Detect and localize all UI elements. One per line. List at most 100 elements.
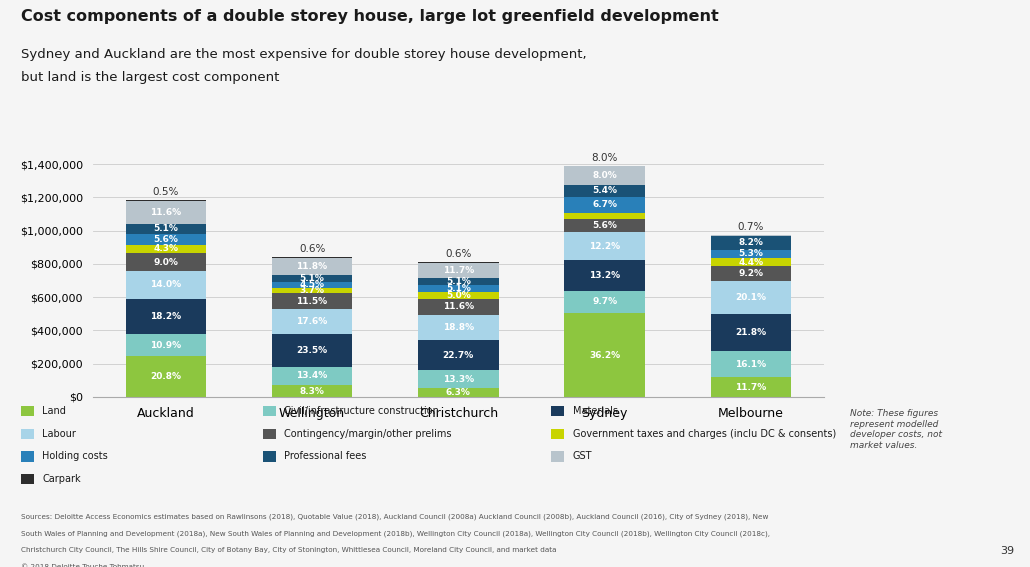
Bar: [564, 219, 645, 232]
Text: 13.3%: 13.3%: [443, 375, 474, 384]
Text: 36.2%: 36.2%: [589, 350, 620, 359]
Text: 14.0%: 14.0%: [150, 280, 181, 289]
Bar: [272, 274, 352, 282]
Text: 0.7%: 0.7%: [737, 222, 764, 232]
Text: 5.1%: 5.1%: [300, 274, 324, 282]
Text: 4.5%: 4.5%: [300, 280, 324, 289]
Text: 8.0%: 8.0%: [592, 171, 617, 180]
Text: 8.2%: 8.2%: [739, 238, 763, 247]
Text: 6.7%: 6.7%: [592, 200, 617, 209]
Text: 4.4%: 4.4%: [739, 257, 763, 266]
Bar: [418, 285, 499, 292]
Text: 21.8%: 21.8%: [735, 328, 766, 337]
Bar: [126, 271, 206, 299]
Text: 9.7%: 9.7%: [592, 298, 617, 307]
Text: 20.8%: 20.8%: [150, 372, 181, 381]
Text: 9.2%: 9.2%: [739, 269, 763, 278]
Text: 10.9%: 10.9%: [150, 341, 181, 350]
Bar: [126, 234, 206, 245]
Text: 4.3%: 4.3%: [153, 244, 178, 253]
Bar: [272, 293, 352, 309]
Text: 12.2%: 12.2%: [589, 242, 620, 251]
Bar: [126, 201, 206, 223]
Bar: [272, 258, 352, 274]
Text: 11.6%: 11.6%: [150, 208, 181, 217]
Bar: [711, 281, 791, 315]
Text: Labour: Labour: [42, 429, 76, 439]
Text: Note: These figures
represent modelled
developer costs, not
market values.: Note: These figures represent modelled d…: [850, 409, 941, 450]
Text: Contingency/margin/other prelims: Contingency/margin/other prelims: [284, 429, 452, 439]
Text: Holding costs: Holding costs: [42, 451, 108, 462]
Bar: [272, 282, 352, 288]
Text: 0.5%: 0.5%: [152, 187, 179, 197]
Text: 5.6%: 5.6%: [153, 235, 178, 244]
Text: Carpark: Carpark: [42, 474, 80, 484]
Text: 11.7%: 11.7%: [735, 383, 766, 392]
Text: Land: Land: [42, 406, 66, 416]
Text: Professional fees: Professional fees: [284, 451, 367, 462]
Text: 23.5%: 23.5%: [297, 346, 328, 355]
Text: South Wales of Planning and Development (2018a), New South Wales of Planning and: South Wales of Planning and Development …: [21, 530, 769, 536]
Bar: [418, 262, 499, 263]
Bar: [564, 197, 645, 213]
Text: 5.1%: 5.1%: [446, 277, 471, 286]
Bar: [126, 223, 206, 234]
Text: 5.6%: 5.6%: [592, 221, 617, 230]
Text: 13.2%: 13.2%: [589, 271, 620, 280]
Text: 11.5%: 11.5%: [297, 297, 328, 306]
Text: 9.0%: 9.0%: [153, 257, 178, 266]
Text: 8.3%: 8.3%: [300, 387, 324, 396]
Text: 17.6%: 17.6%: [297, 317, 328, 326]
Text: Government taxes and charges (inclu DC & consents): Government taxes and charges (inclu DC &…: [573, 429, 836, 439]
Text: 0.6%: 0.6%: [299, 244, 325, 254]
Bar: [564, 291, 645, 313]
Bar: [711, 378, 791, 397]
Text: 5.1%: 5.1%: [446, 284, 471, 293]
Text: but land is the largest cost component: but land is the largest cost component: [21, 71, 279, 84]
Bar: [711, 350, 791, 378]
Bar: [418, 388, 499, 397]
Bar: [711, 249, 791, 259]
Bar: [418, 292, 499, 299]
Text: Sources: Deloitte Access Economics estimates based on Rawlinsons (2018), Quotabl: Sources: Deloitte Access Economics estim…: [21, 513, 768, 519]
Bar: [418, 315, 499, 340]
Text: © 2018 Deloitte Touche Tohmatsu: © 2018 Deloitte Touche Tohmatsu: [21, 564, 144, 567]
Text: Cost components of a double storey house, large lot greenfield development: Cost components of a double storey house…: [21, 9, 718, 23]
Bar: [564, 232, 645, 260]
Bar: [564, 213, 645, 219]
Text: 5.0%: 5.0%: [446, 291, 471, 300]
Bar: [418, 340, 499, 370]
Text: GST: GST: [573, 451, 592, 462]
Text: 39: 39: [1000, 545, 1015, 556]
Bar: [126, 299, 206, 335]
Bar: [126, 253, 206, 271]
Bar: [272, 257, 352, 258]
Text: 20.1%: 20.1%: [735, 293, 766, 302]
Text: 5.1%: 5.1%: [153, 224, 178, 233]
Bar: [711, 235, 791, 236]
Text: 16.1%: 16.1%: [735, 359, 766, 369]
Bar: [564, 260, 645, 291]
Text: 5.4%: 5.4%: [592, 187, 617, 196]
Bar: [564, 313, 645, 397]
Bar: [272, 309, 352, 334]
Text: 6.3%: 6.3%: [446, 388, 471, 397]
Bar: [711, 315, 791, 350]
Text: 8.0%: 8.0%: [591, 153, 618, 163]
Bar: [418, 370, 499, 388]
Text: 0.6%: 0.6%: [445, 249, 472, 259]
Text: 11.7%: 11.7%: [443, 266, 474, 275]
Bar: [418, 263, 499, 278]
Text: 3.7%: 3.7%: [300, 286, 324, 295]
Bar: [564, 166, 645, 185]
Bar: [126, 335, 206, 356]
Bar: [711, 236, 791, 249]
Bar: [126, 200, 206, 201]
Text: 11.6%: 11.6%: [443, 302, 474, 311]
Bar: [711, 266, 791, 281]
Text: 18.8%: 18.8%: [443, 323, 474, 332]
Text: Civil/infrastructure construction: Civil/infrastructure construction: [284, 406, 439, 416]
Bar: [272, 334, 352, 367]
Bar: [418, 278, 499, 285]
Text: 18.2%: 18.2%: [150, 312, 181, 321]
